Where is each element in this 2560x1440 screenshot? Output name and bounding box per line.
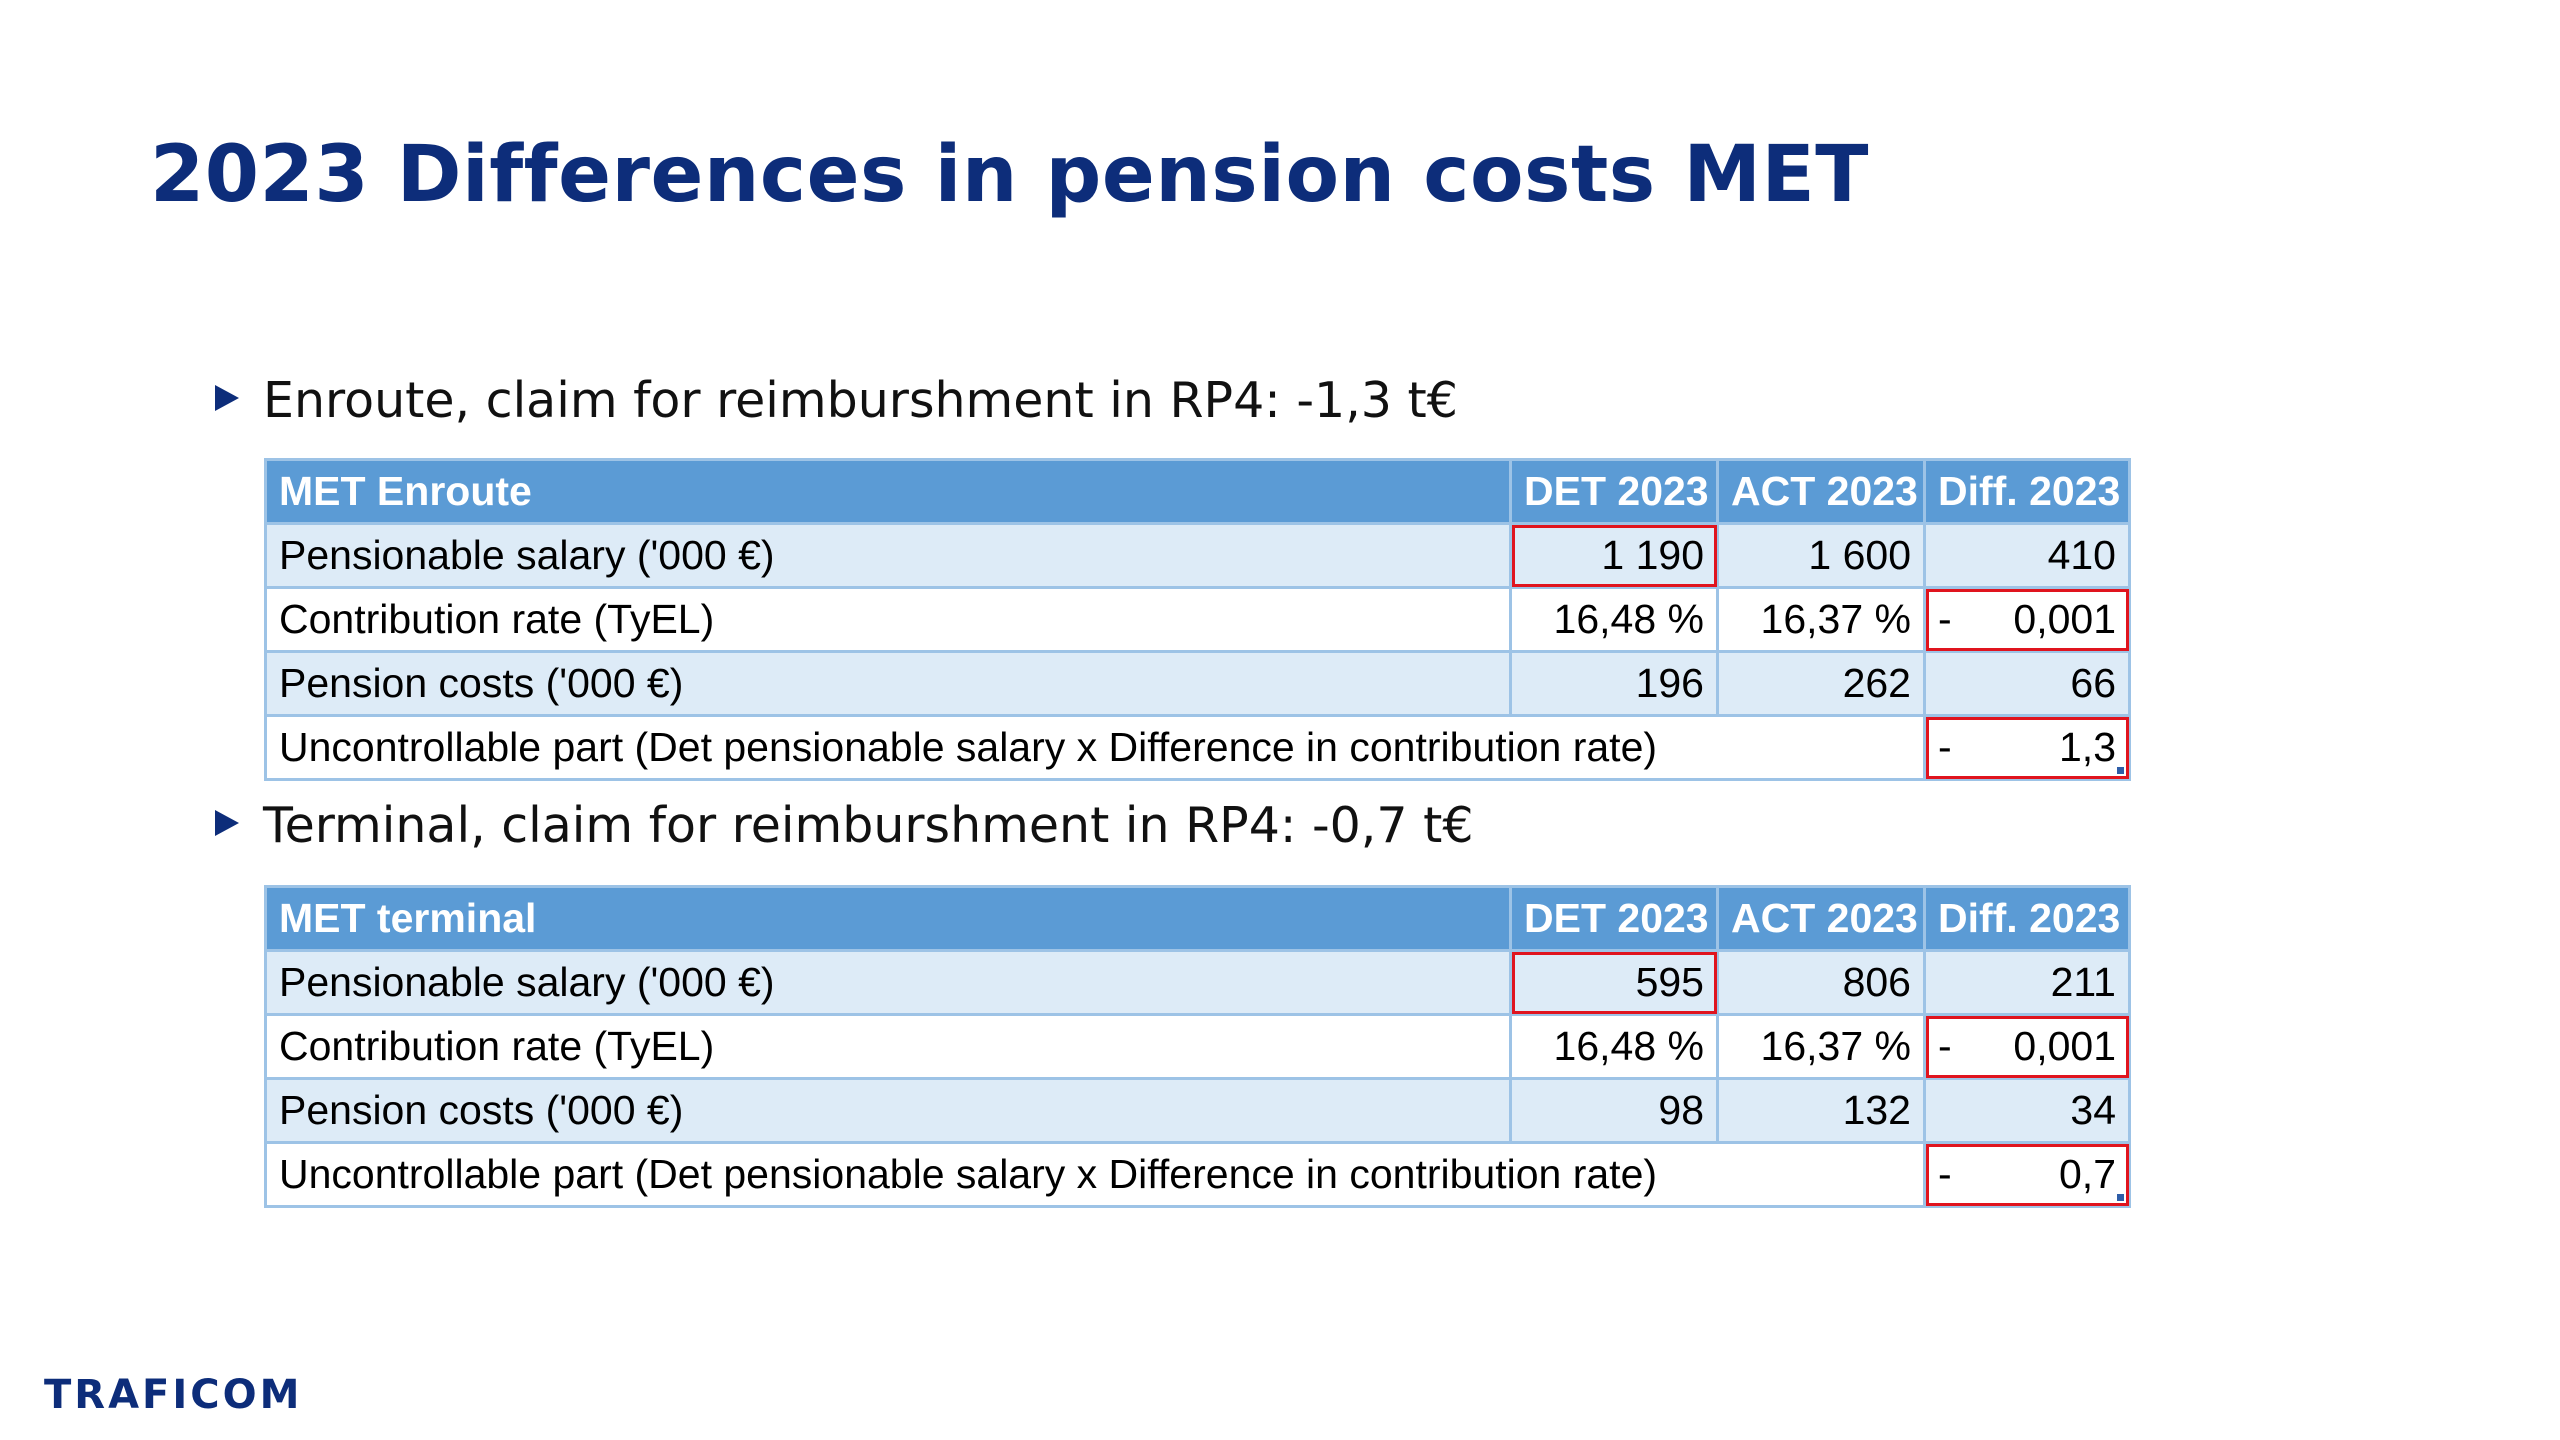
diff-value: 0,001 xyxy=(2013,596,2116,642)
bullet-terminal-text: Terminal, claim for reimburshment in RP4… xyxy=(263,797,1474,854)
det-value: 196 xyxy=(1509,650,1719,717)
row-label: Pension costs ('000 €) xyxy=(264,1077,1512,1144)
bullet-enroute: Enroute, claim for reimburshment in RP4:… xyxy=(215,372,1458,429)
diff-sign: - xyxy=(1938,1023,1952,1069)
table-enroute: MET Enroute DET 2023 ACT 2023 Diff. 2023… xyxy=(264,458,2131,781)
row-label: Contribution rate (TyEL) xyxy=(264,586,1512,653)
act-value: 132 xyxy=(1716,1077,1926,1144)
bullet-enroute-text: Enroute, claim for reimburshment in RP4:… xyxy=(263,372,1458,429)
det-value: 98 xyxy=(1509,1077,1719,1144)
row-label: Pensionable salary ('000 €) xyxy=(264,949,1512,1016)
row-label: Pensionable salary ('000 €) xyxy=(264,522,1512,589)
diff-sign: - xyxy=(1938,724,1952,770)
header-label: MET terminal xyxy=(264,885,1512,952)
traficom-logo: TRAFICOM xyxy=(44,1372,303,1418)
act-value: 262 xyxy=(1716,650,1926,717)
det-value: 16,48 % xyxy=(1509,586,1719,653)
table-terminal: MET terminal DET 2023 ACT 2023 Diff. 202… xyxy=(264,885,2131,1208)
diff-sign: - xyxy=(1938,596,1952,642)
table-row: Pensionable salary ('000 €) 1 190 1 600 … xyxy=(264,522,2131,589)
row-label: Uncontrollable part (Det pensionable sal… xyxy=(264,1141,1926,1208)
table-row: Pension costs ('000 €) 98 132 34 xyxy=(264,1077,2131,1144)
det-value: 595 xyxy=(1509,949,1719,1016)
header-det: DET 2023 xyxy=(1509,885,1719,952)
act-value: 16,37 % xyxy=(1716,1013,1926,1080)
header-label: MET Enroute xyxy=(264,458,1512,525)
table-row: Pension costs ('000 €) 196 262 66 xyxy=(264,650,2131,717)
diff-value: 211 xyxy=(1923,949,2131,1016)
diff-cell: - 0,7 xyxy=(1923,1141,2131,1208)
diff-value: 1,3 xyxy=(2059,724,2116,770)
diff-cell: - 0,001 xyxy=(1923,586,2131,653)
header-act: ACT 2023 xyxy=(1716,458,1926,525)
header-diff: Diff. 2023 xyxy=(1923,458,2131,525)
table-row: Pensionable salary ('000 €) 595 806 211 xyxy=(264,949,2131,1016)
row-label: Pension costs ('000 €) xyxy=(264,650,1512,717)
table-header-row: MET terminal DET 2023 ACT 2023 Diff. 202… xyxy=(264,885,2131,952)
act-value: 806 xyxy=(1716,949,1926,1016)
row-label: Contribution rate (TyEL) xyxy=(264,1013,1512,1080)
diff-sign: - xyxy=(1938,1151,1952,1197)
table-row: Contribution rate (TyEL) 16,48 % 16,37 %… xyxy=(264,1013,2131,1080)
bullet-terminal: Terminal, claim for reimburshment in RP4… xyxy=(215,797,1474,854)
header-det: DET 2023 xyxy=(1509,458,1719,525)
diff-cell: - 0,001 xyxy=(1923,1013,2131,1080)
table-row: Uncontrollable part (Det pensionable sal… xyxy=(264,714,2131,781)
diff-cell: - 1,3 xyxy=(1923,714,2131,781)
table-row: Uncontrollable part (Det pensionable sal… xyxy=(264,1141,2131,1208)
triangle-right-icon xyxy=(215,810,239,836)
diff-value: 66 xyxy=(1923,650,2131,717)
diff-value: 0,7 xyxy=(2059,1151,2116,1197)
diff-value: 0,001 xyxy=(2013,1023,2116,1069)
act-value: 1 600 xyxy=(1716,522,1926,589)
diff-value: 34 xyxy=(1923,1077,2131,1144)
triangle-right-icon xyxy=(215,385,239,411)
table-row: Contribution rate (TyEL) 16,48 % 16,37 %… xyxy=(264,586,2131,653)
header-act: ACT 2023 xyxy=(1716,885,1926,952)
header-diff: Diff. 2023 xyxy=(1923,885,2131,952)
act-value: 16,37 % xyxy=(1716,586,1926,653)
row-label: Uncontrollable part (Det pensionable sal… xyxy=(264,714,1926,781)
table-header-row: MET Enroute DET 2023 ACT 2023 Diff. 2023 xyxy=(264,458,2131,525)
det-value: 16,48 % xyxy=(1509,1013,1719,1080)
det-value: 1 190 xyxy=(1509,522,1719,589)
diff-value: 410 xyxy=(1923,522,2131,589)
page-title: 2023 Differences in pension costs MET xyxy=(150,130,1869,220)
